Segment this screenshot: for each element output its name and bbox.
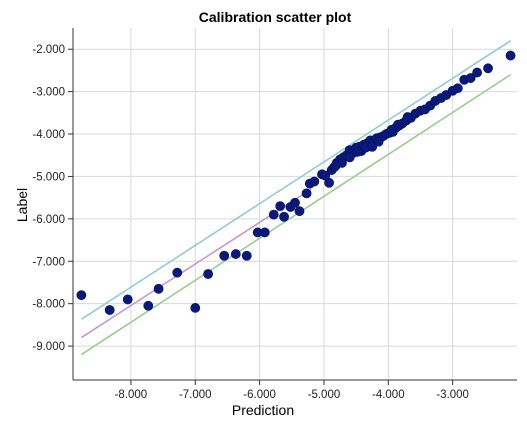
- data-point: [402, 112, 413, 122]
- data-point: [268, 209, 279, 220]
- data-point: [465, 73, 476, 83]
- data-point: [241, 250, 252, 261]
- data-point: [330, 160, 341, 171]
- data-point: [373, 136, 384, 147]
- data-point: [259, 227, 270, 238]
- data-point: [290, 197, 300, 208]
- data-point: [386, 124, 397, 135]
- data-point: [104, 305, 115, 315]
- y-tick-label: -4.000: [32, 129, 65, 141]
- y-tick-label: -6.000: [32, 214, 65, 226]
- x-axis-label: Prediction: [232, 402, 294, 418]
- chart-title: Calibration scatter plot: [199, 9, 352, 25]
- y-tick-label: -7.000: [32, 256, 65, 268]
- data-point: [452, 83, 463, 94]
- data-point: [203, 269, 214, 279]
- data-point: [172, 267, 183, 278]
- data-point: [190, 303, 201, 313]
- data-point: [367, 141, 378, 152]
- data-point: [352, 146, 363, 157]
- reference-line: [80, 40, 512, 321]
- y-axis-label: Label: [14, 188, 30, 222]
- x-tick-label: -5.000: [308, 389, 341, 401]
- data-point: [122, 294, 133, 305]
- data-point: [153, 283, 164, 294]
- reference-line: [80, 73, 512, 356]
- data-point: [309, 176, 320, 187]
- data-point: [505, 50, 516, 61]
- data-points: [76, 50, 516, 315]
- data-point: [294, 206, 305, 217]
- data-point: [275, 201, 286, 212]
- data-point: [393, 119, 403, 130]
- x-tick-label: -6.000: [243, 389, 276, 401]
- data-point: [301, 188, 312, 199]
- x-tick-label: -3.000: [436, 389, 469, 401]
- data-point: [344, 152, 355, 163]
- data-point: [472, 67, 483, 78]
- x-tick-label: -4.000: [372, 389, 405, 401]
- axis-layer: -8.000 -7.000 -6.000 -5.000 -4.000 -3.000 -2.0…: [32, 28, 517, 401]
- x-tick-label: -8.000: [115, 389, 148, 401]
- data-point: [483, 63, 493, 74]
- data-point: [324, 177, 335, 188]
- y-tick-label: -9.000: [32, 341, 65, 353]
- x-tick-label: -7.000: [179, 389, 212, 401]
- data-point: [143, 300, 154, 311]
- y-tick-label: -2.000: [32, 44, 65, 56]
- y-tick-label: -8.000: [32, 299, 65, 311]
- y-tick-label: -5.000: [32, 171, 65, 183]
- data-point: [230, 249, 241, 259]
- data-point: [279, 211, 289, 222]
- data-point: [219, 250, 230, 261]
- y-tick-label: -3.000: [32, 87, 65, 99]
- data-point: [76, 290, 87, 301]
